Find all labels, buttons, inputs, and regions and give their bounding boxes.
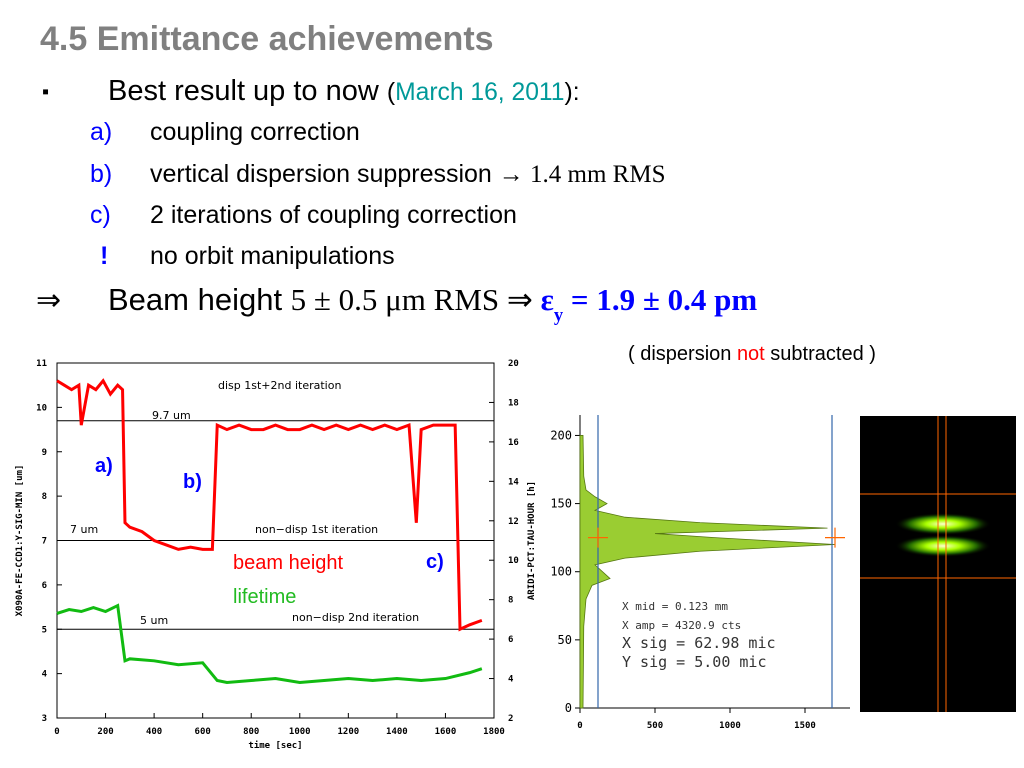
x-tick-label: 800	[243, 727, 259, 737]
y2-tick-label: 12	[508, 517, 519, 527]
item-text: coupling correction	[150, 118, 360, 146]
annotation: non−disp 1st iteration	[255, 523, 378, 536]
y-tick-label: 5	[42, 625, 47, 635]
text-segment: coupling correction	[150, 118, 360, 146]
y2-tick-label: 6	[508, 635, 513, 645]
x-tick-label: 600	[195, 727, 211, 737]
y2-tick-label: 4	[508, 675, 514, 685]
text-segment: vertical dispersion suppression	[150, 160, 499, 188]
info-text: X sig = 62.98 mic	[622, 634, 776, 652]
bullet-marker: ▪	[42, 81, 49, 103]
x-tick-label: 1000	[719, 721, 741, 731]
text-segment: y	[554, 305, 564, 326]
y-tick-label: 3	[42, 714, 47, 724]
item-label: !	[100, 242, 108, 270]
item-label: b)	[90, 160, 112, 188]
slide-title: 4.5 Emittance achievements	[40, 20, 494, 58]
y-tick-label: 4	[42, 670, 48, 680]
y-axis-label: X090A-FE-CCD1:Y-SIG-MIN [um]	[15, 465, 25, 617]
y-tick-label: 50	[558, 633, 572, 647]
y-tick-label: 11	[36, 359, 47, 369]
x-tick-label: 0	[577, 721, 582, 731]
item-label: a)	[90, 118, 112, 146]
x-tick-label: 1800	[483, 727, 505, 737]
annotation: disp 1st+2nd iteration	[218, 379, 341, 392]
x-tick-label: 200	[97, 727, 113, 737]
profile-area	[579, 435, 836, 709]
result-text: Beam height 5 ± 0.5 μm RMS ⇒ εy = 1.9 ± …	[108, 282, 757, 326]
y-tick-label: 200	[550, 428, 572, 442]
text-segment: no orbit manipulations	[150, 242, 395, 270]
y2-tick-label: 20	[508, 359, 519, 369]
beam-image	[860, 416, 1016, 712]
bullet-text: Best result up to now (March 16, 2011):	[108, 75, 580, 107]
x-tick-label: 1000	[289, 727, 311, 737]
series-line	[56, 378, 483, 632]
cross-marker	[588, 527, 608, 548]
item-text: 2 iterations of coupling correction	[150, 201, 517, 229]
text-segment: Beam height	[108, 282, 291, 317]
annotation: 5 um	[140, 614, 168, 627]
annotation: lifetime	[233, 586, 296, 608]
y2-tick-label: 14	[508, 477, 519, 487]
item-text: no orbit manipulations	[150, 242, 395, 270]
text-segment: ε	[541, 282, 554, 317]
y-tick-label: 0	[565, 701, 572, 715]
x-tick-label: 400	[146, 727, 162, 737]
item-text: vertical dispersion suppression → 1.4 mm…	[150, 160, 665, 188]
y-tick-label: 8	[42, 492, 47, 502]
y2-tick-label: 16	[508, 438, 519, 448]
text-segment: Best result up to now	[108, 75, 387, 107]
text-segment: 2 iterations of coupling correction	[150, 201, 517, 229]
info-text: X amp = 4320.9 cts	[622, 619, 741, 632]
y2-tick-label: 18	[508, 398, 519, 408]
y-tick-label: 150	[550, 497, 572, 511]
y2-tick-label: 2	[508, 714, 513, 724]
text-segment: ):	[565, 79, 580, 106]
info-text: X mid = 0.123 mm	[622, 600, 728, 613]
y-tick-label: 9	[42, 448, 47, 458]
series-line	[56, 603, 483, 685]
result-marker: ⇒	[36, 284, 61, 317]
annotation: a)	[95, 455, 113, 477]
y-tick-label: 10	[36, 403, 47, 413]
y-tick-label: 7	[42, 537, 47, 547]
y-tick-label: 6	[42, 581, 47, 591]
text-segment: → 1.4 mm RMS	[499, 161, 666, 188]
x-axis-label: time [sec]	[248, 740, 302, 751]
y2-tick-label: 10	[508, 556, 519, 566]
x-tick-label: 500	[647, 721, 663, 731]
text-segment: subtracted )	[765, 343, 876, 365]
item-label: c)	[90, 201, 111, 229]
x-tick-label: 1600	[435, 727, 457, 737]
text-segment: 5 ± 0.5 μm RMS ⇒	[291, 282, 541, 317]
x-tick-label: 1400	[386, 727, 408, 737]
text-segment: ( dispersion	[628, 343, 737, 365]
text-segment: (	[387, 79, 396, 106]
x-tick-label: 1500	[794, 721, 816, 731]
annotation: c)	[426, 551, 444, 573]
y-tick-label: 100	[550, 565, 572, 579]
text-segment: not	[737, 343, 765, 365]
y2-tick-label: 8	[508, 596, 513, 606]
x-tick-label: 0	[54, 727, 59, 737]
text-segment: March 16, 2011	[395, 79, 564, 106]
annotation: 9.7 um	[152, 409, 191, 422]
annotation: b)	[183, 471, 202, 493]
x-tick-label: 1200	[337, 727, 359, 737]
info-text: Y sig = 5.00 mic	[622, 653, 767, 671]
annotation: non−disp 2nd iteration	[292, 611, 419, 624]
text-segment: = 1.9 ± 0.4 pm	[563, 282, 757, 317]
annotation: 7 um	[70, 523, 98, 536]
note-text: ( dispersion not subtracted )	[628, 343, 876, 365]
cross-marker	[825, 527, 845, 548]
y2-axis-label: ARIDI-PCT:TAU-HOUR [h]	[527, 481, 537, 600]
annotation: beam height	[233, 552, 344, 574]
